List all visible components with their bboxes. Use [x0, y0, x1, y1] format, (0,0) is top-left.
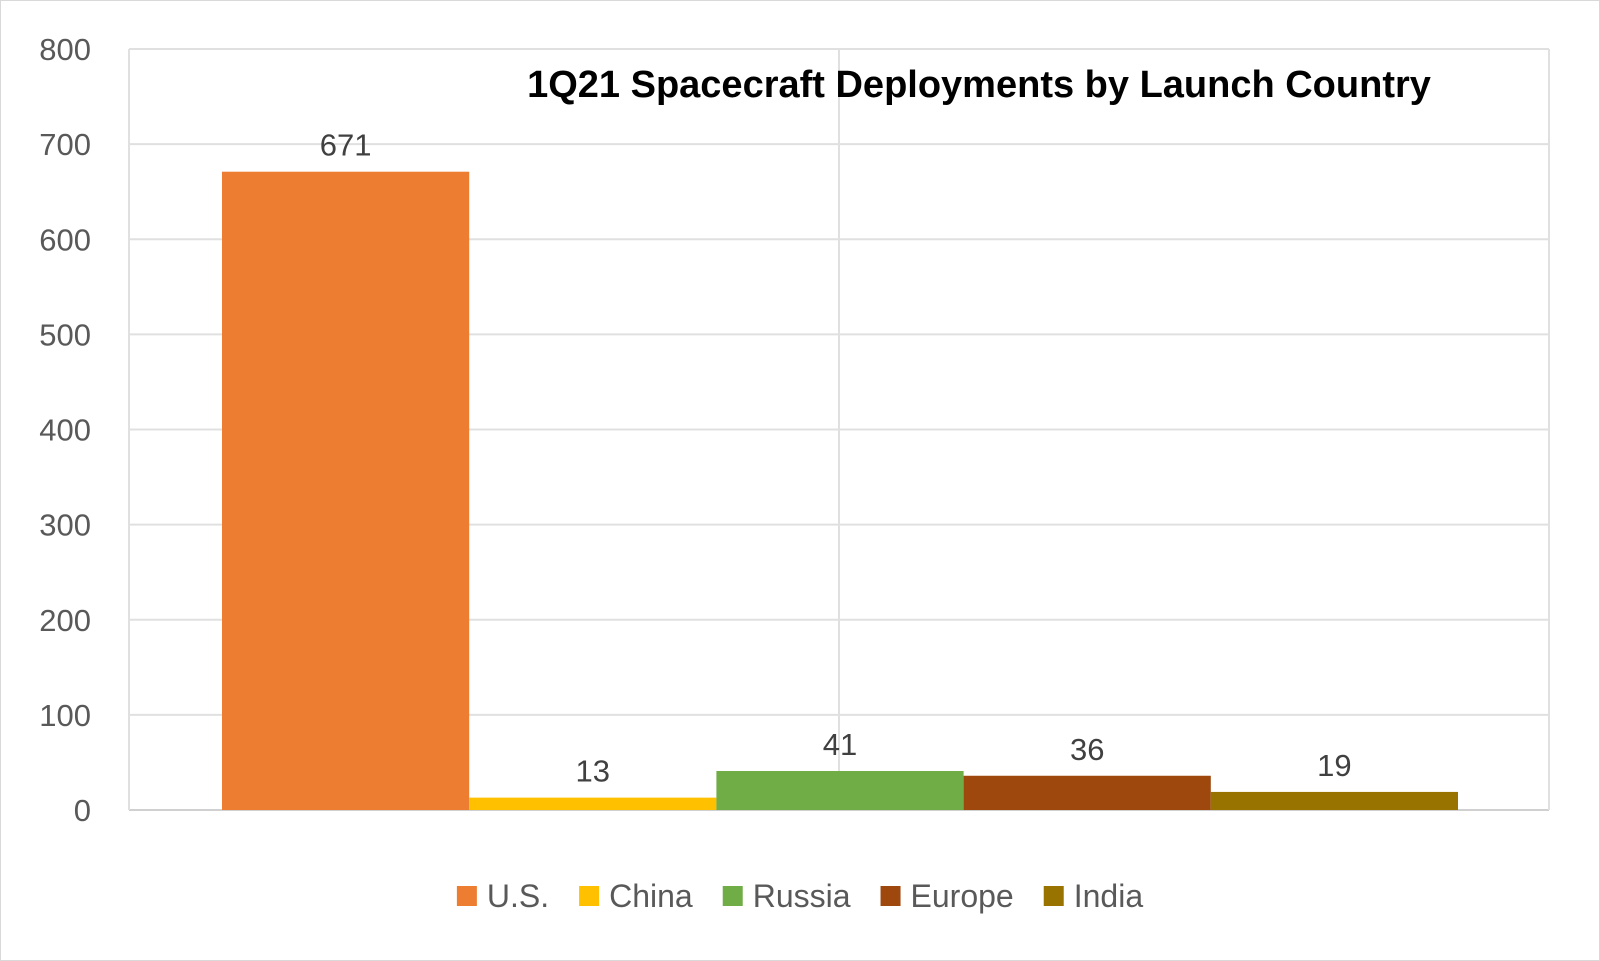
- data-label-china: 13: [576, 754, 610, 789]
- bar-india: [1210, 791, 1458, 810]
- legend-swatch: [880, 886, 901, 906]
- legend-swatch: [1043, 886, 1064, 906]
- chart-title: 1Q21 Spacecraft Deployments by Launch Co…: [527, 64, 1431, 106]
- legend-label: U.S.: [487, 878, 549, 914]
- legend-label: Europe: [911, 878, 1014, 914]
- legend-item-europe: Europe: [880, 878, 1014, 914]
- legend-swatch: [722, 886, 743, 906]
- y-tick-label: 0: [74, 793, 91, 828]
- y-tick-label: 500: [39, 317, 91, 352]
- y-tick-label: 200: [39, 603, 91, 638]
- y-tick-label: 800: [39, 32, 91, 67]
- legend: U.S. China Russia Europe India: [456, 878, 1144, 914]
- legend-label: China: [609, 878, 693, 914]
- legend-swatch: [456, 886, 477, 906]
- data-label-russia: 41: [823, 727, 857, 762]
- bar-china: [469, 797, 717, 810]
- data-label-india: 19: [1317, 748, 1351, 783]
- data-label-us: 671: [320, 128, 372, 163]
- legend-item-china: China: [579, 878, 693, 914]
- y-tick-label: 100: [39, 698, 91, 733]
- legend-swatch: [579, 886, 600, 906]
- y-axis-ticks: 0 100 200 300 400 500 600 700 800: [39, 32, 91, 828]
- bar-russia: [716, 770, 964, 810]
- legend-item-india: India: [1043, 878, 1144, 914]
- legend-item-russia: Russia: [722, 878, 851, 914]
- legend-item-us: U.S.: [456, 878, 549, 914]
- data-label-europe: 36: [1070, 732, 1104, 767]
- legend-label: Russia: [753, 878, 851, 914]
- y-tick-label: 400: [39, 413, 91, 448]
- bar-europe: [963, 775, 1211, 810]
- bar-us: [222, 171, 470, 810]
- y-tick-label: 300: [39, 508, 91, 543]
- y-tick-label: 600: [39, 222, 91, 257]
- y-tick-label: 700: [39, 127, 91, 162]
- bars: [222, 171, 1458, 810]
- data-labels: 671 13 41 36 19: [320, 128, 1352, 789]
- legend-label: India: [1074, 878, 1144, 914]
